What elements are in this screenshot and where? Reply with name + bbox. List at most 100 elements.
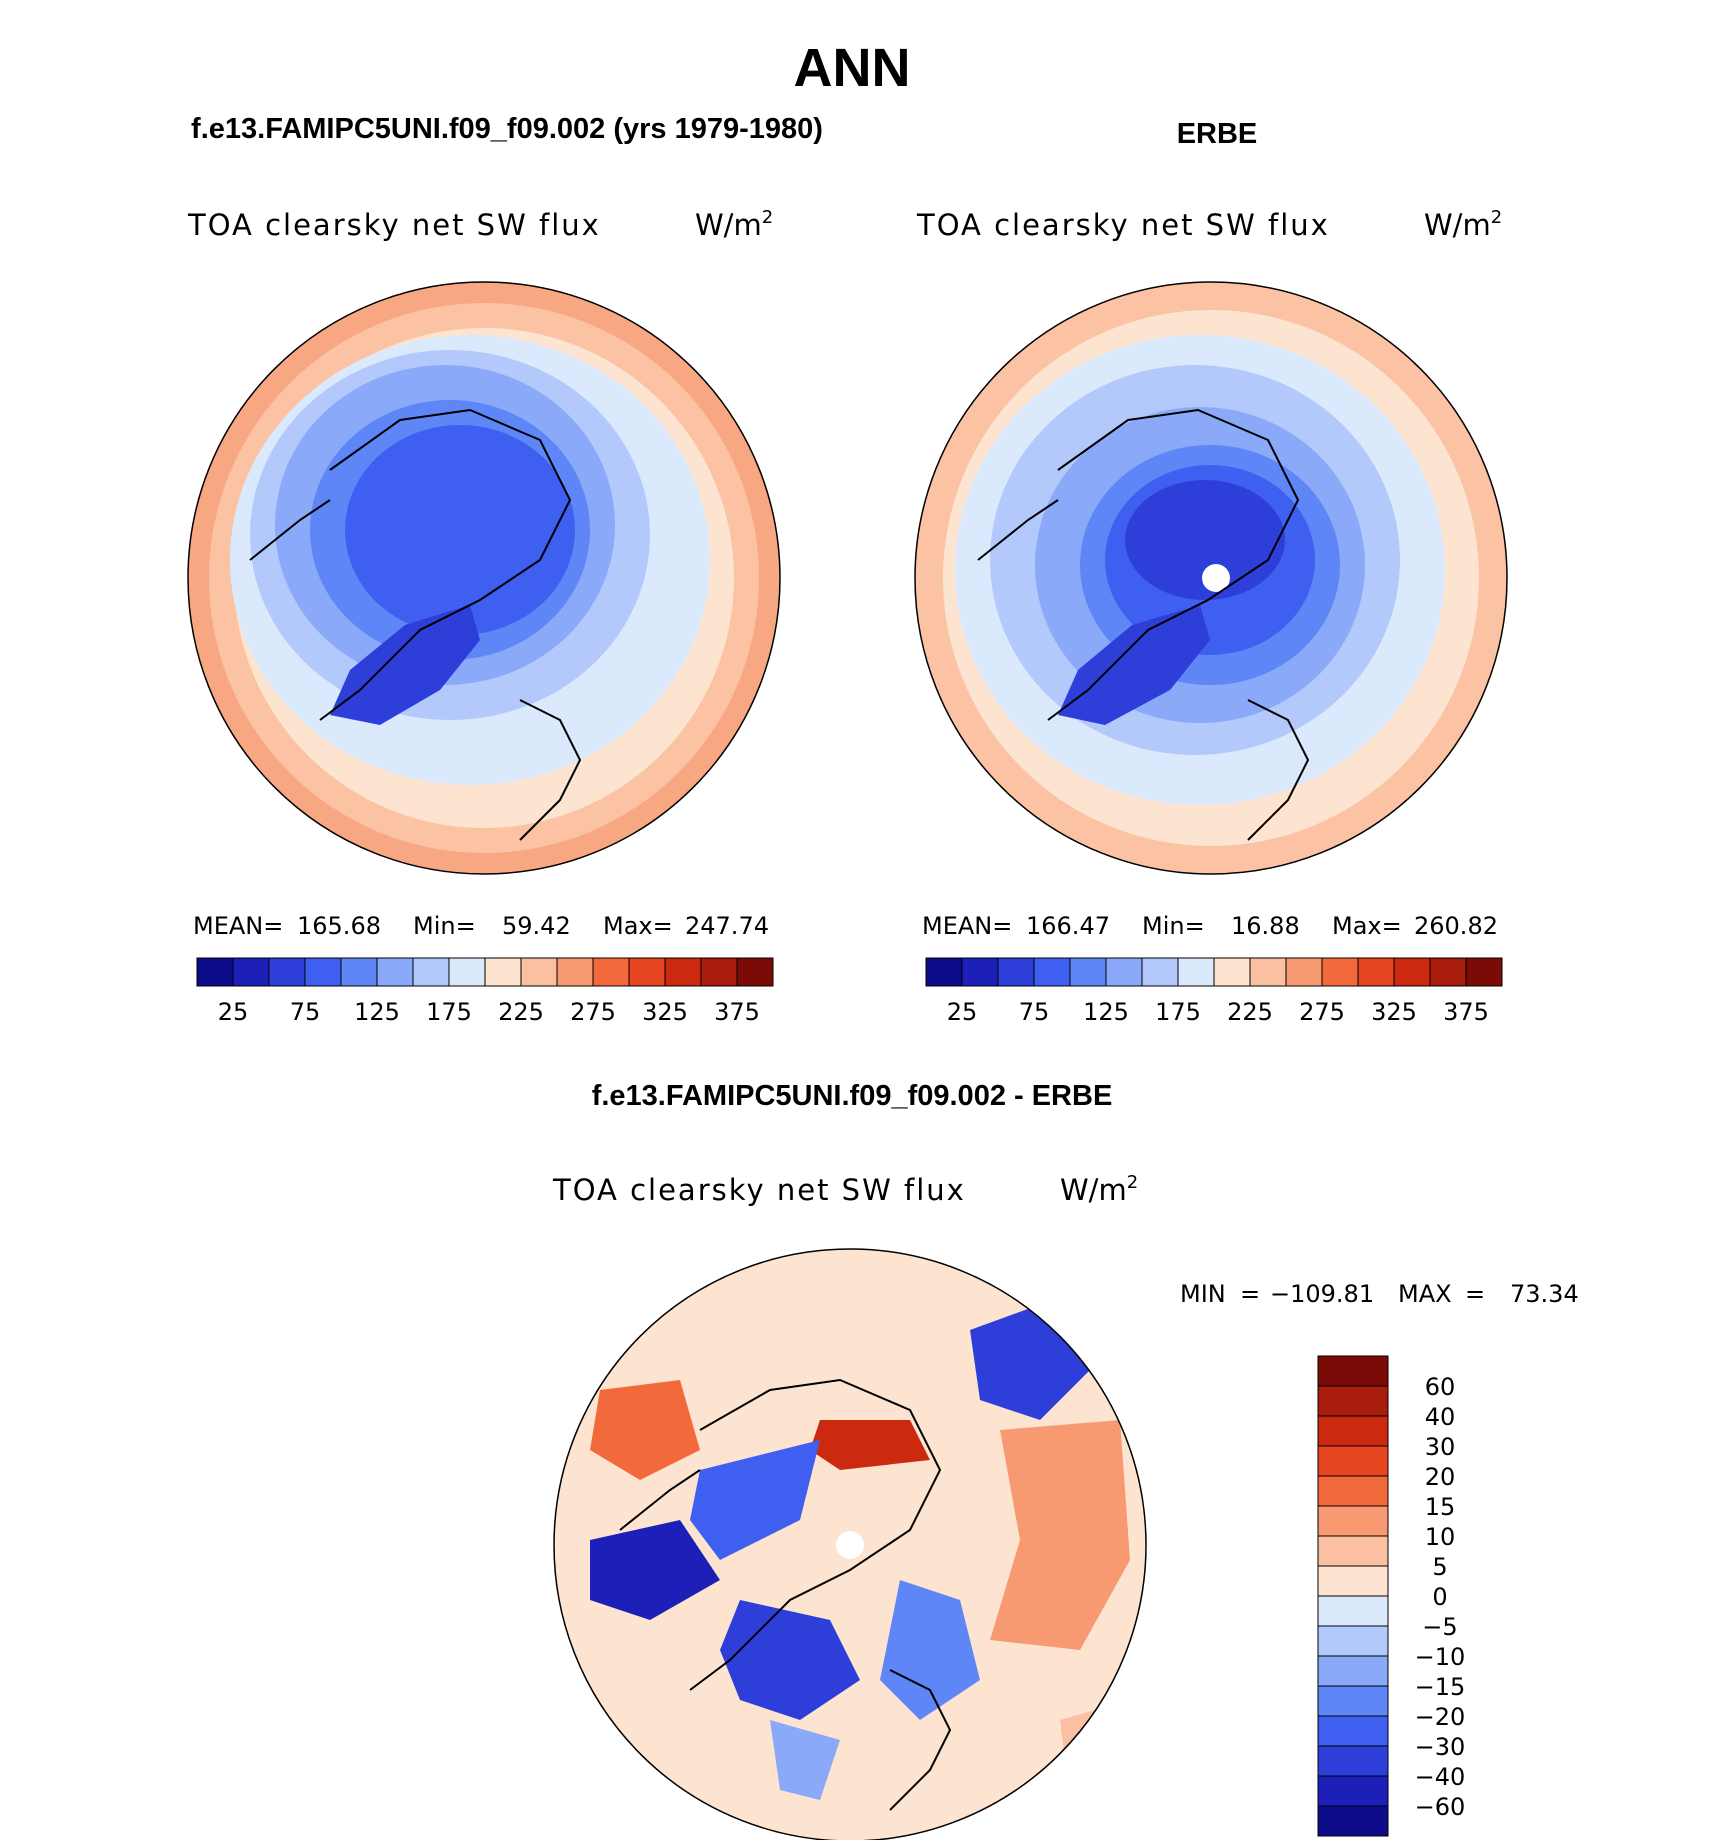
stat-diff-max: 73.34	[1510, 1280, 1579, 1308]
colorbar-swatch	[1317, 1565, 1389, 1597]
colorbar-swatch	[412, 957, 450, 987]
colorbar-swatch	[1105, 957, 1143, 987]
stat-diff-min-label: MIN	[1180, 1280, 1226, 1308]
colorbar-swatch	[592, 957, 630, 987]
colorbar-swatch	[196, 957, 234, 987]
colorbar-tick-label: −20	[1415, 1703, 1466, 1731]
colorbar-obs: 25 75 125 175 225 275 325 375	[925, 957, 1503, 1026]
panel-model-stats: MEAN= 165.68 Min= 59.42 Max= 247.74	[193, 912, 769, 940]
colorbar-tick-label: 25	[218, 998, 249, 1026]
panel-obs-variable: TOA clearsky net SW flux	[916, 208, 1330, 242]
stat-model-mean-label: MEAN=	[193, 912, 283, 940]
map-diff-coast	[619, 1378, 952, 1811]
stat-model-min-label: Min=	[413, 912, 476, 940]
colorbar-swatch	[520, 957, 558, 987]
colorbar-swatch	[736, 957, 774, 987]
panel-diff-header: f.e13.FAMIPC5UNI.f09_f09.002 - ERBE	[592, 1080, 1113, 1112]
panel-diff: f.e13.FAMIPC5UNI.f09_f09.002 - ERBE TOA …	[552, 1080, 1579, 1840]
colorbar-tick-label: 225	[498, 998, 544, 1026]
colorbar-swatch	[1317, 1625, 1389, 1657]
colorbar-swatch	[1317, 1595, 1389, 1627]
map-diff-blob-3	[990, 1420, 1130, 1650]
panel-model-units: W/m2	[695, 207, 773, 242]
map-obs-outline	[914, 281, 1508, 875]
panel-model: f.e13.FAMIPC5UNI.f09_f09.002 (yrs 1979-1…	[187, 113, 823, 1026]
colorbar-tick-label: −5	[1422, 1613, 1457, 1641]
colorbar-swatch	[1357, 957, 1395, 987]
map-obs	[915, 282, 1507, 874]
colorbar-swatch	[1317, 1355, 1389, 1387]
map-diff-pole-hole	[836, 1531, 864, 1559]
stat-obs-mean-label: MEAN=	[922, 912, 1012, 940]
colorbar-swatch	[628, 957, 666, 987]
colorbar-swatch	[1317, 1715, 1389, 1747]
colorbar-tick-label: −60	[1415, 1793, 1466, 1821]
colorbar-swatch	[1249, 957, 1287, 987]
map-diff	[554, 1249, 1146, 1840]
colorbar-tick-label: 0	[1432, 1583, 1447, 1611]
colorbar-swatch	[1429, 957, 1467, 987]
colorbar-tick-label: −10	[1415, 1643, 1466, 1671]
colorbar-tick-label: 15	[1425, 1493, 1456, 1521]
colorbar-tick-label: 225	[1227, 998, 1273, 1026]
map-diff-blob-6	[690, 1440, 820, 1560]
panel-diff-units: W/m2	[1060, 1172, 1138, 1207]
colorbar-tick-label: 40	[1425, 1403, 1456, 1431]
colorbar-swatch	[484, 957, 522, 987]
colorbar-tick-label: 375	[1443, 998, 1489, 1026]
colorbar-tick-label: 125	[354, 998, 400, 1026]
map-model-coast	[249, 408, 582, 841]
stat-obs-min: 16.88	[1231, 912, 1300, 940]
colorbar-tick-label: 75	[290, 998, 321, 1026]
colorbar-tick-label: 275	[1299, 998, 1345, 1026]
colorbar-tick-label: 25	[947, 998, 978, 1026]
colorbar-swatch	[925, 957, 963, 987]
colorbar-tick-label: 175	[1155, 998, 1201, 1026]
stat-diff-max-label: MAX	[1398, 1280, 1452, 1308]
stat-model-max-label: Max=	[603, 912, 673, 940]
map-diff-blob-7	[720, 1600, 860, 1720]
colorbar-tick-label: 20	[1425, 1463, 1456, 1491]
colorbar-tick-label: 5	[1432, 1553, 1447, 1581]
colorbar-tick-label: 60	[1425, 1373, 1456, 1401]
colorbar-swatch	[232, 957, 270, 987]
colorbar-swatch	[1317, 1805, 1389, 1837]
colorbar-tick-label: −30	[1415, 1733, 1466, 1761]
colorbar-swatch	[1317, 1535, 1389, 1567]
colorbar-swatch	[961, 957, 999, 987]
colorbar-swatch	[1317, 1505, 1389, 1537]
stat-model-mean: 165.68	[297, 912, 381, 940]
colorbar-swatch	[340, 957, 378, 987]
panel-model-variable: TOA clearsky net SW flux	[187, 208, 601, 242]
colorbar-swatch	[1317, 1475, 1389, 1507]
colorbar-swatch	[1317, 1775, 1389, 1807]
panel-diff-stats: MIN = −109.81 MAX = 73.34	[1180, 1280, 1579, 1308]
map-model-greenland	[330, 605, 480, 725]
panel-obs-stats: MEAN= 166.47 Min= 16.88 Max= 260.82	[922, 912, 1498, 940]
panel-model-header: f.e13.FAMIPC5UNI.f09_f09.002 (yrs 1979-1…	[191, 113, 823, 145]
colorbar-swatch	[1317, 1685, 1389, 1717]
colorbar-swatch	[1321, 957, 1359, 987]
map-model-band-7	[345, 425, 575, 635]
map-obs-band-7	[1125, 480, 1285, 600]
colorbar-swatch	[1069, 957, 1107, 987]
panel-diff-variable: TOA clearsky net SW flux	[552, 1173, 966, 1207]
stat-obs-max: 260.82	[1414, 912, 1498, 940]
stat-diff-eq-1: =	[1240, 1280, 1260, 1308]
map-diff-blob-1	[590, 1380, 700, 1480]
panel-obs-header: ERBE	[1177, 118, 1258, 150]
stat-obs-max-label: Max=	[1332, 912, 1402, 940]
colorbar-swatch	[1465, 957, 1503, 987]
stat-model-min: 59.42	[502, 912, 571, 940]
colorbar-tick-label: −15	[1415, 1673, 1466, 1701]
colorbar-swatch	[700, 957, 738, 987]
colorbar-swatch	[1033, 957, 1071, 987]
stat-model-max: 247.74	[685, 912, 769, 940]
colorbar-swatch	[1317, 1415, 1389, 1447]
colorbar-tick-label: 125	[1083, 998, 1129, 1026]
stat-diff-eq-2: =	[1465, 1280, 1485, 1308]
colorbar-tick-label: 175	[426, 998, 472, 1026]
colorbar-swatch	[1317, 1385, 1389, 1417]
colorbar-tick-label: 75	[1019, 998, 1050, 1026]
